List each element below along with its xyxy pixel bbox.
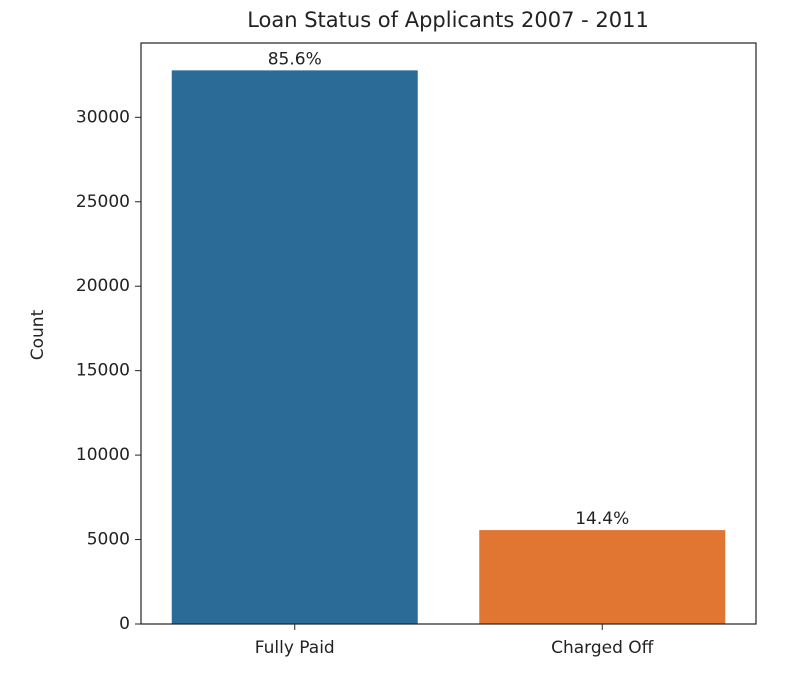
bar-annotation: 14.4% — [575, 509, 629, 529]
chart-title: Loan Status of Applicants 2007 - 2011 — [247, 8, 649, 32]
y-axis-label: Count — [28, 309, 48, 360]
y-tick-label: 0 — [119, 614, 130, 634]
y-tick-label: 5000 — [87, 530, 130, 550]
y-tick-label: 30000 — [76, 107, 130, 127]
y-tick-label: 20000 — [76, 276, 130, 296]
bar — [171, 70, 418, 625]
y-tick-label: 25000 — [76, 192, 130, 212]
y-tick-label: 15000 — [76, 361, 130, 381]
x-tick-label: Fully Paid — [255, 638, 335, 658]
x-tick-label: Charged Off — [551, 638, 655, 658]
plot-frame — [140, 42, 757, 625]
y-tick-label: 10000 — [76, 445, 130, 465]
bar-annotation: 85.6% — [268, 49, 322, 69]
bar — [479, 530, 726, 624]
